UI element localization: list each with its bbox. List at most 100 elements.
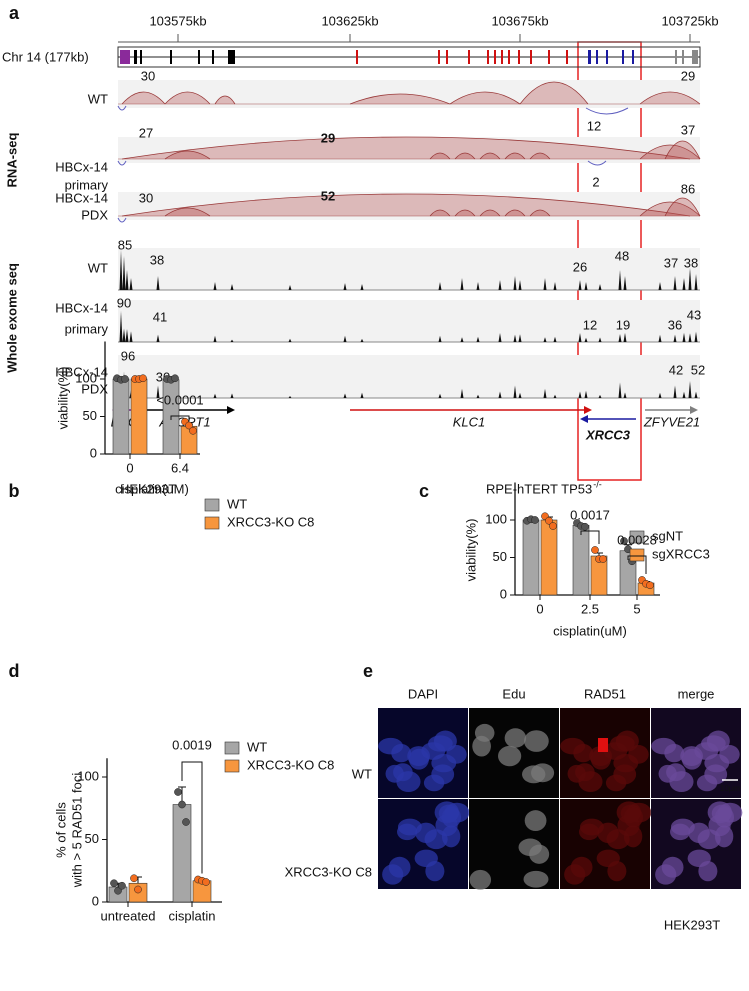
splice-arc: [479, 152, 501, 160]
exon: [596, 50, 598, 64]
data-point: [531, 516, 539, 524]
coverage-peak: [119, 250, 123, 290]
legend-swatch: [629, 548, 645, 562]
coverage-peak: [122, 328, 126, 342]
coverage-peak: [460, 278, 464, 290]
coverage-count: 37: [664, 255, 678, 270]
significance-bracket: [580, 530, 600, 544]
nucleus: [573, 743, 594, 763]
micrograph: [651, 799, 743, 889]
coverage-peak: [513, 276, 517, 290]
coverage-peak: [682, 332, 686, 342]
coverage-peak: [460, 337, 464, 342]
track-label: HBCx-14: [55, 364, 108, 379]
column-label: RAD51: [584, 686, 626, 701]
coverage-peak: [288, 396, 292, 398]
coverage-count: 96: [121, 348, 135, 363]
nucleus: [579, 823, 600, 841]
bar: [130, 378, 148, 455]
nucleus: [441, 806, 462, 828]
track-label: PDX: [81, 207, 108, 222]
coverage-peak: [230, 284, 234, 290]
y-tick-label: 100: [77, 768, 99, 783]
panel-label: a: [9, 3, 20, 23]
micrograph: [560, 799, 652, 889]
nucleus: [613, 764, 637, 785]
coverage-peak: [623, 332, 627, 342]
coverage-count: 26: [573, 259, 587, 274]
coordinate-label: 103725kb: [661, 13, 718, 28]
column-label: Edu: [502, 686, 525, 701]
coverage-peak: [584, 390, 588, 398]
coverage-count: 41: [153, 309, 167, 324]
splice-arc: [519, 81, 589, 105]
y-axis-label: % of cells: [53, 802, 68, 858]
splice-arc: [479, 209, 501, 217]
nucleus: [504, 728, 527, 748]
chart-title: RPE-hTERT TP53: [486, 481, 592, 496]
coverage-peak: [618, 382, 622, 398]
y-tick-label: 0: [92, 893, 99, 908]
exon: [356, 50, 358, 64]
coverage-peak: [618, 334, 622, 342]
data-point: [185, 421, 193, 430]
nucleus: [396, 771, 421, 793]
coverage-peak: [518, 280, 522, 290]
coverage-peak: [618, 270, 622, 290]
data-point: [182, 818, 190, 826]
coverage-peak: [518, 392, 522, 398]
x-axis-label: cisplatin(uM): [553, 623, 627, 638]
exon: [675, 50, 677, 64]
gene-label: ZFYVE21: [643, 414, 700, 429]
micrograph: [469, 708, 559, 798]
nucleus: [531, 763, 555, 783]
legend-swatch: [204, 516, 220, 530]
splice-arc: [121, 91, 166, 105]
legend-swatch: [224, 741, 240, 755]
coverage-peak: [688, 268, 692, 290]
coverage-peak: [584, 282, 588, 290]
splice-arc: [639, 91, 701, 105]
coverage-peak: [460, 388, 464, 398]
column-label: merge: [678, 686, 715, 701]
coverage-peak: [553, 394, 557, 398]
micrograph: [560, 708, 650, 798]
nucleus: [518, 838, 542, 857]
junction-count: 86: [681, 181, 695, 196]
track-label: PDX: [81, 381, 108, 396]
coverage-peak: [623, 276, 627, 290]
coverage-count: 85: [118, 237, 132, 252]
coverage-peak: [518, 334, 522, 342]
gene-label: KLC1: [453, 414, 486, 429]
coverage-peak: [694, 274, 698, 290]
splice-arc: [529, 209, 551, 217]
coverage-peak: [598, 284, 602, 290]
splice-arc: [504, 209, 526, 217]
coverage-peak: [673, 276, 677, 290]
coverage-count: 52: [691, 362, 705, 377]
row-label: WT: [352, 766, 372, 781]
coverage-peak: [476, 394, 480, 398]
coverage-peak: [543, 388, 547, 398]
nucleus: [623, 806, 644, 828]
splice-arc: [429, 209, 451, 217]
track-background: [118, 300, 700, 342]
legend-swatch: [629, 530, 645, 544]
coverage-peak: [513, 334, 517, 342]
coverage-peak: [673, 334, 677, 342]
coverage-count: 43: [687, 307, 701, 322]
data-point: [581, 522, 589, 531]
data-point: [110, 879, 118, 888]
splice-arc: [164, 207, 211, 217]
coverage-peak: [658, 392, 662, 398]
splice-arc: [585, 107, 629, 115]
nucleus: [421, 742, 446, 760]
coverage-peak: [623, 392, 627, 398]
nucleus: [524, 810, 547, 832]
nucleus: [523, 870, 549, 888]
exon: [198, 50, 200, 64]
nucleus: [704, 764, 728, 785]
x-tick-label: 6.4: [171, 460, 189, 475]
nucleus: [596, 849, 620, 868]
panel-label: d: [9, 661, 20, 681]
